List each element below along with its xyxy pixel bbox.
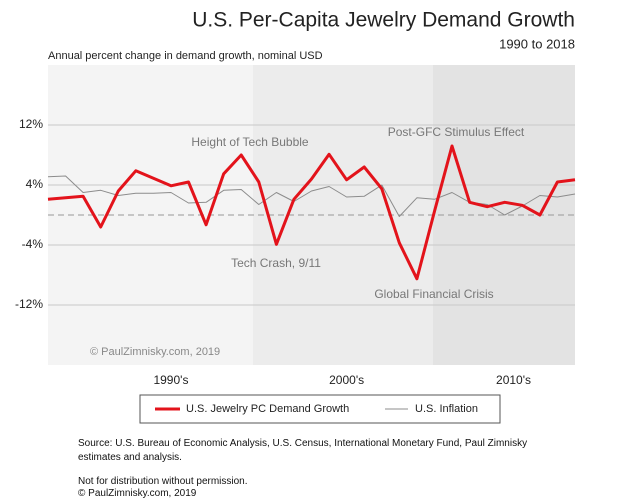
series-line (47, 175, 576, 217)
annotation: Tech Crash, 9/11 (231, 256, 321, 270)
series-line (47, 144, 576, 281)
y-tick-label: 12% (19, 117, 43, 131)
source: Source: U.S. Bureau of Economic Analysis… (78, 438, 528, 463)
chart-title: U.S. Per-Capita Jewelry Demand Growth (192, 9, 575, 32)
legend-label: U.S. Inflation (415, 403, 478, 415)
note: Not for distribution without permission. (78, 476, 248, 487)
chart: U.S. Per-Capita Jewelry Demand Growth 19… (15, 9, 576, 424)
legend-label: U.S. Jewelry PC Demand Growth (186, 403, 349, 415)
chart-subtitle: 1990 to 2018 (499, 36, 575, 51)
y-tick-label: -12% (15, 297, 43, 311)
y-tick-label: -4% (22, 237, 44, 251)
x-tick-label: 1990's (153, 373, 188, 387)
annotation: Post-GFC Stimulus Effect (388, 125, 525, 139)
annotation: Height of Tech Bubble (191, 135, 309, 149)
watermark: © PaulZimnisky.com, 2019 (90, 346, 220, 358)
x-tick-label: 2010's (496, 373, 531, 387)
note: © PaulZimnisky.com, 2019 (78, 488, 197, 499)
annotation: Global Financial Crisis (374, 287, 493, 301)
y-tick-label: 4% (26, 177, 44, 191)
legend (139, 394, 501, 424)
x-tick-label: 2000's (329, 373, 364, 387)
y-axis-label: Annual percent change in demand growth, … (48, 50, 323, 62)
